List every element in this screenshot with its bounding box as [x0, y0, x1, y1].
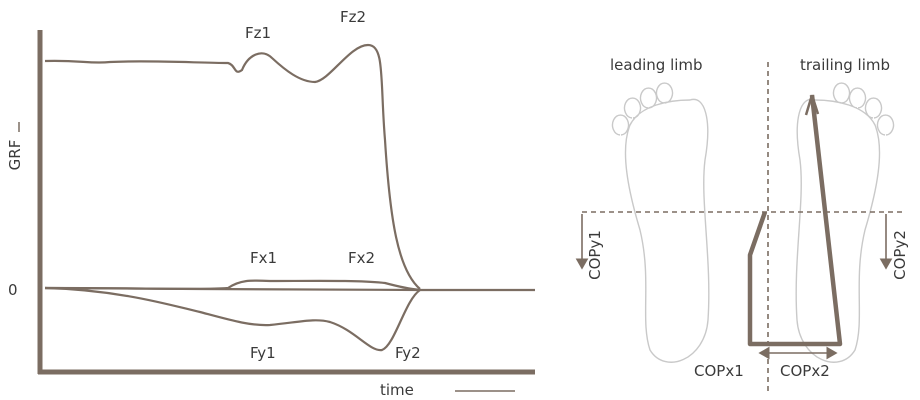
left-foot: [611, 82, 710, 363]
curve-label: Fz2: [340, 8, 366, 26]
fx-curve: [44, 279, 421, 292]
y-axis-label: GRF: [6, 140, 24, 171]
curve-label: Fx2: [348, 249, 375, 267]
cop-arrow: [804, 94, 820, 116]
fz-curve: [44, 43, 421, 290]
zero-label: 0: [8, 281, 18, 299]
cop-trace: [747, 94, 843, 347]
copx1-label: COPx1: [694, 362, 744, 380]
right-foot: [795, 82, 895, 363]
x-axis-label: time: [380, 381, 414, 399]
curve-label: Fy2: [395, 344, 421, 362]
leading-label: leading limb: [610, 56, 703, 74]
curve-label: Fx1: [250, 249, 277, 267]
copy1-label: COPy1: [586, 230, 604, 280]
grf-plot: GRF 0 time Fz1 Fz2 Fx1 Fx2 Fy1 Fy2: [6, 8, 535, 399]
curve-label: Fz1: [245, 24, 271, 42]
trailing-label: trailing limb: [800, 56, 890, 74]
copx2-label: COPx2: [780, 362, 830, 380]
curve-label: Fy1: [250, 344, 276, 362]
copy2-label: COPy2: [891, 230, 909, 280]
cop-diagram: leading limb trailing limb COPy1 COPy2 C…: [575, 56, 909, 392]
fy-curve: [44, 286, 421, 352]
